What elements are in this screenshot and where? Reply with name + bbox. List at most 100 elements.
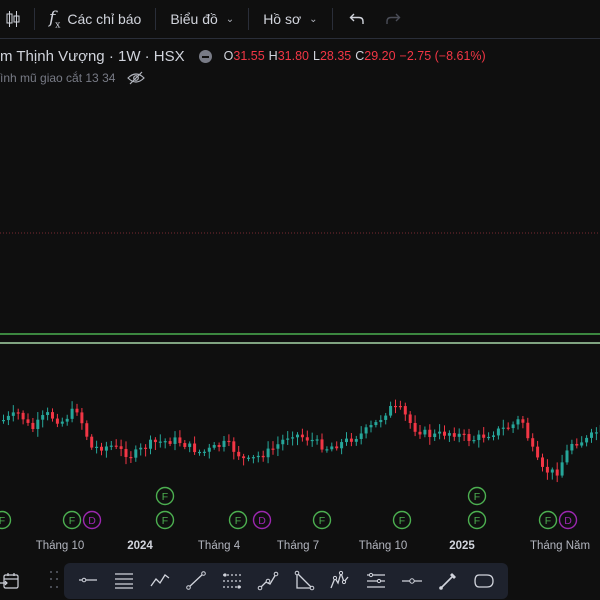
candle-body bbox=[129, 456, 133, 459]
candle-body bbox=[330, 446, 334, 450]
candle-body bbox=[46, 412, 50, 416]
earnings-marker[interactable] bbox=[467, 510, 487, 530]
candle-body bbox=[193, 443, 197, 453]
candle-body bbox=[173, 437, 177, 444]
earnings-marker-label: F bbox=[399, 515, 405, 527]
zigzag-tool-button[interactable] bbox=[142, 563, 178, 599]
candle-body bbox=[408, 414, 412, 423]
dividend-marker[interactable] bbox=[252, 510, 272, 530]
eye-crossed-icon[interactable] bbox=[127, 71, 146, 85]
candle-body bbox=[457, 433, 461, 437]
symbol-title[interactable]: m Thịnh Vượng · 1W · HSX bbox=[0, 47, 185, 65]
earnings-marker[interactable] bbox=[312, 510, 332, 530]
candle-body bbox=[467, 434, 471, 441]
candle-body bbox=[585, 437, 589, 443]
candle-body bbox=[163, 441, 167, 443]
profile-menu-button[interactable]: Hồ sơ ⌄ bbox=[255, 0, 325, 38]
candle-body bbox=[590, 432, 593, 438]
long-position-tool-button[interactable] bbox=[358, 563, 394, 599]
earnings-marker-label: F bbox=[69, 515, 75, 527]
price-marker-tool-button[interactable] bbox=[394, 563, 430, 599]
indicator-label[interactable]: ình mũ giao cắt 13 34 bbox=[0, 71, 116, 85]
top-toolbar: fx Các chỉ báo Biểu đồ ⌄ Hồ sơ ⌄ bbox=[0, 0, 600, 39]
candle-body bbox=[516, 419, 520, 425]
candle-body bbox=[531, 438, 535, 447]
candle-body bbox=[345, 438, 348, 443]
chart-canvas[interactable]: F F DFF F D F FFF F D bbox=[0, 88, 600, 540]
candle-body bbox=[168, 441, 172, 444]
candle-body bbox=[286, 438, 290, 440]
candle-body bbox=[149, 439, 152, 449]
time-axis-label: 2024 bbox=[127, 540, 153, 552]
candle-body bbox=[60, 421, 64, 424]
chart-menu-button[interactable]: Biểu đồ ⌄ bbox=[162, 0, 242, 38]
channel-icon bbox=[221, 570, 243, 592]
elliott-wave-tool-button[interactable] bbox=[322, 563, 358, 599]
dividend-marker[interactable] bbox=[82, 510, 102, 530]
candle-body bbox=[85, 423, 89, 437]
drawing-tools-group bbox=[64, 563, 508, 599]
candle-body bbox=[594, 432, 598, 434]
rounded-shape-icon bbox=[473, 570, 495, 592]
candle-body bbox=[95, 446, 99, 448]
collapse-legend-icon[interactable] bbox=[198, 49, 212, 63]
earnings-marker[interactable] bbox=[62, 510, 82, 530]
candle-body bbox=[291, 437, 295, 439]
candle-body bbox=[114, 445, 118, 447]
horizontal-line-tool-button[interactable] bbox=[70, 563, 106, 599]
candle-body bbox=[403, 406, 407, 415]
candle-body bbox=[51, 412, 54, 419]
earnings-marker-label: F bbox=[162, 491, 168, 503]
calendar-range-button[interactable] bbox=[0, 562, 26, 600]
low-key: L bbox=[312, 49, 320, 63]
price-marker-icon bbox=[401, 570, 423, 592]
candle-body bbox=[413, 422, 417, 432]
dividend-marker-label: D bbox=[258, 515, 266, 527]
time-axis-label: Tháng 4 bbox=[197, 540, 241, 552]
time-axis-label: Tháng 10 bbox=[35, 540, 85, 552]
earnings-marker[interactable] bbox=[0, 510, 12, 530]
path-tool-button[interactable] bbox=[250, 563, 286, 599]
candle-body bbox=[36, 419, 40, 429]
candle-body bbox=[526, 422, 530, 439]
brush-tool-button[interactable] bbox=[430, 563, 466, 599]
undo-button[interactable] bbox=[339, 0, 375, 38]
calendar-range-icon bbox=[0, 572, 20, 590]
candle-body bbox=[153, 439, 157, 443]
trend-line-tool-button[interactable] bbox=[178, 563, 214, 599]
earnings-marker[interactable] bbox=[228, 510, 248, 530]
chevron-down-icon: ⌄ bbox=[309, 13, 318, 25]
candle-body bbox=[521, 419, 525, 423]
earnings-marker[interactable] bbox=[392, 510, 412, 530]
candle-body bbox=[305, 437, 309, 441]
time-axis-label: Tháng 7 bbox=[276, 540, 320, 552]
candlestick-icon bbox=[6, 10, 20, 28]
redo-button[interactable] bbox=[375, 0, 411, 38]
candle-body bbox=[447, 433, 451, 436]
earnings-marker[interactable] bbox=[538, 510, 558, 530]
dividend-marker[interactable] bbox=[558, 510, 578, 530]
candle-body bbox=[496, 428, 500, 436]
earnings-marker-label: F bbox=[474, 515, 480, 527]
multi-line-tool-button[interactable] bbox=[106, 563, 142, 599]
time-axis[interactable]: Tháng 10 2024 Tháng 4 Tháng 7 Tháng 10 2… bbox=[0, 538, 600, 556]
function-fx-icon: fx bbox=[49, 7, 61, 31]
chart-type-button[interactable] bbox=[0, 0, 28, 38]
candle-body bbox=[369, 425, 373, 428]
separator bbox=[331, 8, 333, 30]
candle-body bbox=[26, 419, 30, 423]
earnings-marker[interactable] bbox=[467, 486, 487, 506]
earnings-marker[interactable] bbox=[155, 510, 175, 530]
candle-body bbox=[477, 434, 481, 441]
indicators-button[interactable]: fx Các chỉ báo bbox=[41, 0, 149, 38]
channel-tool-button[interactable] bbox=[214, 563, 250, 599]
candle-body bbox=[379, 419, 383, 423]
triangle-pattern-tool-button[interactable] bbox=[286, 563, 322, 599]
drag-handle[interactable] bbox=[50, 571, 60, 591]
earnings-marker[interactable] bbox=[155, 486, 175, 506]
rounded-shape-tool-button[interactable] bbox=[466, 563, 502, 599]
candle-body bbox=[541, 457, 544, 467]
candle-body bbox=[565, 450, 569, 463]
brush-icon bbox=[437, 570, 459, 592]
